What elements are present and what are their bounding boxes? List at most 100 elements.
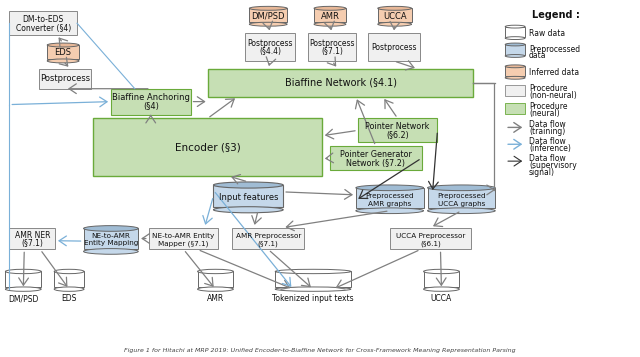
Bar [505, 66, 525, 76]
Ellipse shape [505, 55, 525, 57]
Bar [378, 8, 412, 22]
Ellipse shape [378, 6, 412, 10]
Bar [198, 271, 234, 287]
Text: Procedure: Procedure [529, 102, 568, 111]
Bar [368, 33, 420, 61]
Text: Data flow: Data flow [529, 120, 566, 129]
Text: (§4): (§4) [143, 102, 159, 111]
Text: Preprocessed: Preprocessed [365, 193, 414, 199]
Text: (supervisory: (supervisory [529, 161, 577, 170]
Text: (§7.1): (§7.1) [258, 240, 278, 247]
Bar [358, 119, 438, 142]
Bar [214, 185, 283, 207]
Ellipse shape [356, 185, 424, 191]
Ellipse shape [275, 287, 351, 291]
Ellipse shape [424, 269, 460, 274]
Ellipse shape [47, 43, 79, 47]
Text: Inferred data: Inferred data [529, 68, 579, 77]
Bar [505, 102, 525, 114]
Text: (training): (training) [529, 127, 565, 136]
Text: (§6.1): (§6.1) [420, 240, 441, 247]
Bar [111, 89, 191, 115]
Text: (inference): (inference) [529, 144, 571, 153]
Text: Tokenized input texts: Tokenized input texts [272, 294, 354, 303]
Ellipse shape [314, 6, 346, 10]
Bar [424, 271, 460, 287]
Text: Encoder (§3): Encoder (§3) [175, 142, 241, 152]
Ellipse shape [428, 185, 495, 191]
Ellipse shape [198, 287, 234, 291]
Ellipse shape [424, 287, 460, 291]
Text: Postprocess: Postprocess [248, 39, 293, 47]
Text: Pointer Generator: Pointer Generator [340, 150, 412, 159]
Text: (§7.1): (§7.1) [321, 47, 343, 56]
Ellipse shape [428, 208, 495, 213]
Text: (non-neural): (non-neural) [529, 91, 577, 100]
Bar [84, 228, 138, 248]
Ellipse shape [505, 25, 525, 28]
Text: AMR NER: AMR NER [15, 231, 50, 240]
Ellipse shape [505, 65, 525, 68]
Text: Legend :: Legend : [532, 10, 580, 20]
Bar [148, 228, 218, 250]
Text: Data flow: Data flow [529, 137, 566, 146]
Bar [47, 45, 79, 59]
Text: (§4.4): (§4.4) [259, 47, 281, 56]
Ellipse shape [84, 226, 138, 231]
Ellipse shape [47, 59, 79, 63]
Text: UCCA graphs: UCCA graphs [438, 201, 485, 207]
Text: Biaffine Network (§4.1): Biaffine Network (§4.1) [285, 78, 397, 88]
Bar [93, 119, 322, 176]
Bar [505, 45, 525, 55]
Bar [390, 228, 471, 250]
Text: Data flow: Data flow [529, 154, 566, 163]
Text: Raw data: Raw data [529, 29, 565, 37]
Text: Network (§7.2): Network (§7.2) [346, 159, 405, 168]
Text: UCCA: UCCA [383, 12, 406, 21]
Bar [10, 11, 77, 35]
Bar [330, 146, 422, 170]
Bar [245, 33, 295, 61]
Text: (§7.1): (§7.1) [21, 239, 43, 248]
Ellipse shape [84, 248, 138, 254]
Bar [428, 188, 495, 208]
Text: Figure 1 for Hitachi at MRP 2019: Unified Encoder-to-Biaffine Network for Cross-: Figure 1 for Hitachi at MRP 2019: Unifie… [124, 348, 516, 353]
Text: Preprocessed: Preprocessed [437, 193, 486, 199]
Ellipse shape [214, 207, 283, 213]
Text: EDS: EDS [61, 294, 77, 303]
Text: Preprocessed: Preprocessed [529, 45, 580, 54]
Ellipse shape [214, 182, 283, 188]
Text: AMR: AMR [207, 294, 224, 303]
Bar [39, 69, 91, 89]
Ellipse shape [356, 208, 424, 213]
Bar [232, 228, 304, 250]
Bar [314, 8, 346, 22]
Bar [505, 27, 525, 37]
Text: EDS: EDS [54, 49, 72, 57]
Text: AMR Preprocessor: AMR Preprocessor [236, 232, 301, 238]
Bar [308, 33, 356, 61]
Ellipse shape [54, 269, 84, 274]
Text: (neural): (neural) [529, 109, 560, 118]
Bar [356, 188, 424, 208]
Text: Converter (§4): Converter (§4) [15, 24, 71, 33]
Text: DM-to-EDS: DM-to-EDS [22, 15, 64, 24]
Text: DM/PSD: DM/PSD [252, 12, 285, 21]
Bar [250, 8, 287, 22]
Bar [505, 85, 525, 96]
Text: NE-to-AMR: NE-to-AMR [92, 232, 131, 238]
Text: Procedure: Procedure [529, 84, 568, 93]
Text: UCCA: UCCA [431, 294, 452, 303]
Bar [54, 271, 84, 287]
Text: Postprocess: Postprocess [371, 42, 417, 51]
Bar [5, 271, 41, 287]
Ellipse shape [275, 269, 351, 274]
Ellipse shape [54, 287, 84, 291]
Text: Mapper (§7.1): Mapper (§7.1) [159, 240, 209, 247]
Text: data: data [529, 51, 547, 60]
Text: DM/PSD: DM/PSD [8, 294, 38, 303]
Ellipse shape [505, 37, 525, 40]
Text: AMR graphs: AMR graphs [368, 201, 412, 207]
Text: NE-to-AMR Entity: NE-to-AMR Entity [152, 232, 214, 238]
Text: (§6.2): (§6.2) [387, 131, 409, 140]
